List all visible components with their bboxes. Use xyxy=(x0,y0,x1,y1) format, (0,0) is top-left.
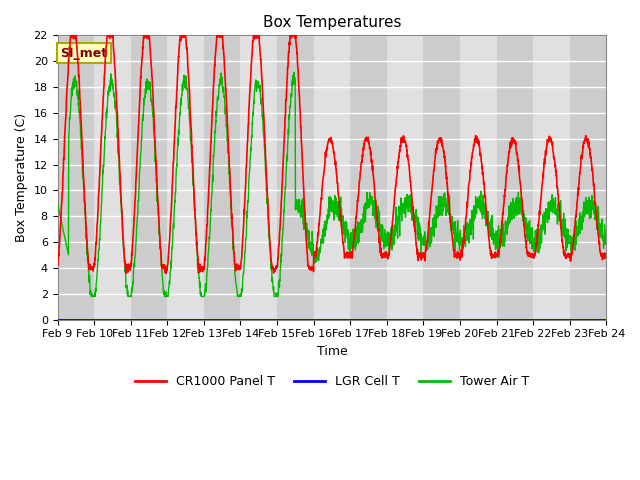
Bar xyxy=(167,36,204,320)
Bar xyxy=(533,36,570,320)
Bar xyxy=(497,36,533,320)
Bar xyxy=(131,36,167,320)
Bar xyxy=(94,36,131,320)
Bar xyxy=(58,36,94,320)
Bar xyxy=(350,36,387,320)
Bar xyxy=(241,36,277,320)
Bar xyxy=(424,36,460,320)
Bar xyxy=(277,36,314,320)
Text: SI_met: SI_met xyxy=(60,47,108,60)
Title: Box Temperatures: Box Temperatures xyxy=(262,15,401,30)
X-axis label: Time: Time xyxy=(317,345,348,358)
Legend: CR1000 Panel T, LGR Cell T, Tower Air T: CR1000 Panel T, LGR Cell T, Tower Air T xyxy=(130,370,534,393)
Bar xyxy=(314,36,350,320)
Bar xyxy=(387,36,424,320)
Bar xyxy=(460,36,497,320)
Bar xyxy=(204,36,241,320)
Y-axis label: Box Temperature (C): Box Temperature (C) xyxy=(15,113,28,242)
Bar xyxy=(570,36,606,320)
